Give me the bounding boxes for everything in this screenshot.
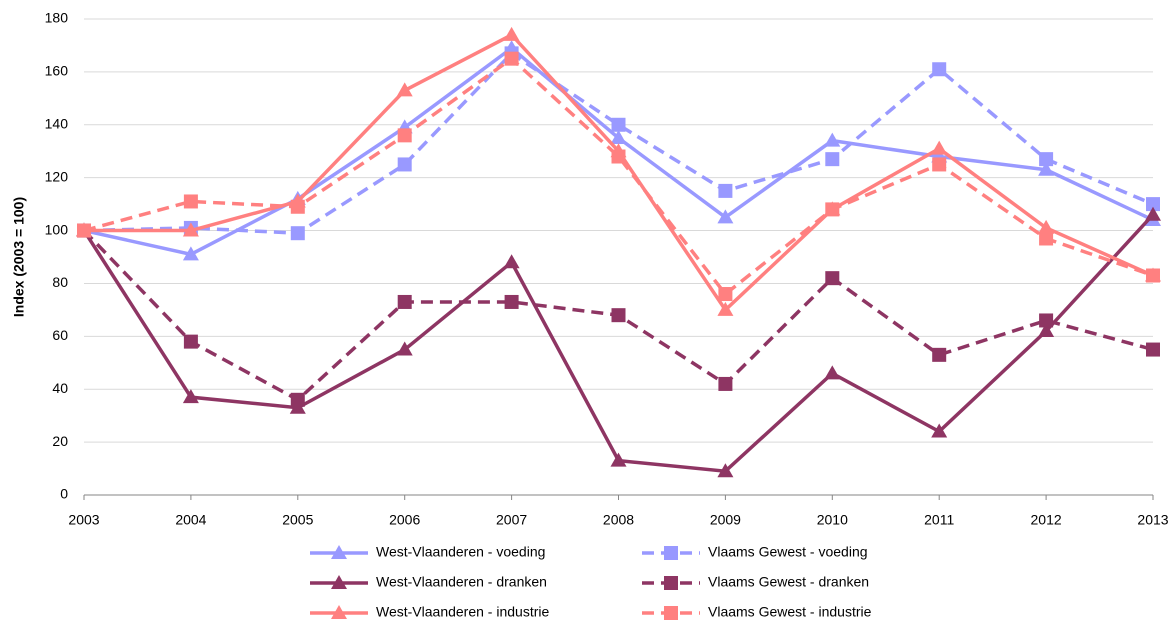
- x-tick-label: 2010: [817, 512, 848, 528]
- marker: [825, 271, 840, 286]
- marker: [1038, 161, 1055, 176]
- y-tick-label: 20: [52, 433, 68, 449]
- marker: [290, 392, 305, 407]
- marker: [1038, 219, 1055, 234]
- series-line: [83, 56, 1154, 297]
- marker: [1146, 268, 1160, 283]
- legend-label: Vlaams Gewest - dranken: [708, 574, 869, 590]
- x-tick-label: 2004: [175, 512, 206, 528]
- marker: [290, 199, 305, 214]
- marker: [932, 157, 947, 172]
- x-tick-label: 2012: [1031, 512, 1062, 528]
- marker: [931, 423, 948, 438]
- y-tick-label: 140: [45, 115, 69, 131]
- legend-item: Vlaams Gewest - dranken: [642, 574, 869, 590]
- legend-label: Vlaams Gewest - industrie: [708, 604, 872, 620]
- marker: [182, 246, 199, 261]
- x-tick-label: 2008: [603, 512, 634, 528]
- x-tick-label: 2011: [924, 512, 954, 528]
- y-tick-label: 100: [45, 221, 69, 237]
- marker: [182, 389, 199, 404]
- series-line: [84, 32, 1154, 313]
- legend-item: West-Vlaanderen - dranken: [310, 574, 547, 590]
- marker: [717, 209, 734, 224]
- marker: [290, 226, 305, 241]
- marker: [1146, 342, 1160, 357]
- series-line: [82, 213, 1155, 474]
- legend-item: Vlaams Gewest - voeding: [642, 544, 868, 560]
- marker: [331, 545, 347, 559]
- x-tick-label: 2007: [496, 512, 527, 528]
- marker: [718, 183, 733, 198]
- marker: [183, 194, 198, 209]
- marker: [504, 51, 519, 66]
- marker: [932, 62, 947, 77]
- marker: [610, 452, 627, 467]
- marker: [1039, 313, 1054, 328]
- x-tick-label: 2003: [68, 512, 99, 528]
- marker: [717, 463, 734, 478]
- series-line: [83, 51, 1154, 235]
- marker: [503, 26, 520, 41]
- y-tick-label: 80: [52, 274, 68, 290]
- marker: [397, 128, 412, 143]
- marker: [717, 301, 734, 316]
- y-tick-label: 180: [45, 10, 69, 26]
- marker: [718, 376, 733, 391]
- marker: [503, 254, 520, 269]
- legend-label: West-Vlaanderen - voeding: [376, 544, 545, 560]
- marker: [718, 287, 733, 302]
- legend-item: Vlaams Gewest - industrie: [642, 604, 872, 620]
- marker: [611, 308, 626, 323]
- legend-label: West-Vlaanderen - industrie: [376, 604, 549, 620]
- legend-label: West-Vlaanderen - dranken: [376, 574, 547, 590]
- marker: [1039, 231, 1054, 246]
- marker: [397, 294, 412, 309]
- marker: [1038, 323, 1055, 338]
- marker: [824, 132, 841, 147]
- legend-item: West-Vlaanderen - voeding: [310, 544, 545, 560]
- x-tick-label: 2005: [282, 512, 313, 528]
- y-axis-title: Index (2003 = 100): [11, 197, 27, 317]
- marker: [664, 576, 678, 590]
- marker: [182, 222, 199, 237]
- x-tick-label: 2013: [1137, 512, 1168, 528]
- marker: [1145, 206, 1161, 221]
- marker: [611, 149, 626, 164]
- marker: [504, 294, 519, 309]
- marker: [664, 606, 678, 620]
- marker: [824, 365, 841, 380]
- y-tick-label: 120: [45, 168, 69, 184]
- marker: [397, 157, 412, 172]
- marker: [396, 82, 413, 97]
- x-tick-label: 2009: [710, 512, 741, 528]
- marker: [610, 130, 627, 144]
- y-tick-label: 60: [52, 327, 68, 343]
- marker: [1039, 152, 1054, 167]
- marker: [396, 341, 413, 356]
- legend-label: Vlaams Gewest - voeding: [708, 544, 868, 560]
- marker: [931, 140, 948, 155]
- legend-item: West-Vlaanderen - industrie: [310, 604, 549, 620]
- marker: [183, 334, 198, 349]
- y-tick-label: 160: [45, 63, 69, 79]
- marker: [1146, 197, 1160, 212]
- marker: [77, 223, 91, 238]
- marker: [932, 347, 947, 362]
- marker: [611, 117, 626, 132]
- y-tick-label: 0: [60, 486, 68, 502]
- marker: [331, 605, 347, 619]
- y-tick-label: 40: [52, 380, 68, 396]
- x-tick-label: 2006: [389, 512, 420, 528]
- marker: [331, 575, 347, 589]
- marker: [664, 546, 678, 560]
- marker: [825, 152, 840, 167]
- marker: [825, 202, 840, 217]
